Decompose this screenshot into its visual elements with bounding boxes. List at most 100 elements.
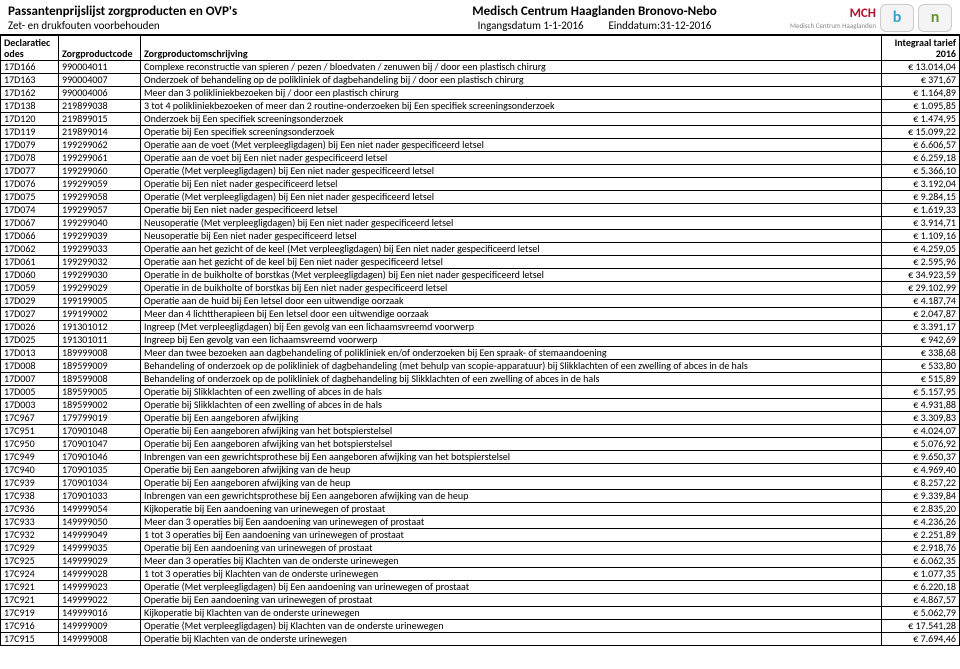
cell-tarief: € 3.914,71 [882, 217, 960, 230]
cell-desc: Operatie bij Een aangeboren afwijking [141, 412, 882, 425]
header-left: Passantenprijslijst zorgproducten en OVP… [8, 4, 399, 32]
cell-desc: Operatie bij Een aandoening van urineweg… [141, 594, 882, 607]
table-row: 17D008189599009Behandeling of onderzoek … [1, 360, 960, 373]
cell-odes: 17C938 [1, 490, 59, 503]
cell-desc: Kijkoperatie bij Klachten van de onderst… [141, 607, 882, 620]
cell-tarief: € 3.391,17 [882, 321, 960, 334]
th-code: Zorgproductcode [59, 36, 141, 61]
date-range: Ingangsdatum 1-1-2016 Einddatum:31-12-20… [399, 19, 790, 32]
cell-desc: Operatie aan het gezicht of de keel (Met… [141, 243, 882, 256]
cell-desc: Operatie bij Slikklachten of een zwellin… [141, 399, 882, 412]
table-row: 17C933149999050Meer dan 3 operaties bij … [1, 516, 960, 529]
table-row: 17D162990004006Meer dan 3 polikliniekbez… [1, 87, 960, 100]
cell-odes: 17D005 [1, 386, 59, 399]
cell-code: 191301012 [59, 321, 141, 334]
cell-tarief: € 15.099,22 [882, 126, 960, 139]
table-row: 17C940170901035Operatie bij Een aangebor… [1, 464, 960, 477]
cell-desc: Operatie aan de voet (Met verpleegligdag… [141, 139, 882, 152]
cell-desc: Ingreep bij Een gevolg van een lichaamsv… [141, 334, 882, 347]
cell-odes: 17C951 [1, 425, 59, 438]
cell-code: 199299062 [59, 139, 141, 152]
cell-code: 189599009 [59, 360, 141, 373]
table-row: 17D061199299032Operatie aan het gezicht … [1, 256, 960, 269]
cell-tarief: € 7.694,46 [882, 633, 960, 646]
table-row: 17C919149999016Kijkoperatie bij Klachten… [1, 607, 960, 620]
table-row: 17C929149999035Operatie bij Een aandoeni… [1, 542, 960, 555]
cell-tarief: € 5.157,95 [882, 386, 960, 399]
cell-odes: 17D066 [1, 230, 59, 243]
table-header-row: Declaratiec odes Zorgproductcode Zorgpro… [1, 36, 960, 61]
cell-odes: 17C940 [1, 464, 59, 477]
table-row: 17D066199299039Neusoperatie bij Een niet… [1, 230, 960, 243]
table-row: 17C950170901047Operatie bij Een aangebor… [1, 438, 960, 451]
cell-desc: Operatie (Met verpleegligdagen) bij Klac… [141, 620, 882, 633]
cell-code: 170901033 [59, 490, 141, 503]
cell-tarief: € 6.062,35 [882, 555, 960, 568]
table-row: 17C949170901046Inbrengen van een gewrich… [1, 451, 960, 464]
doc-subtitle: Zet- en drukfouten voorbehouden [8, 19, 399, 32]
cell-odes: 17D162 [1, 87, 59, 100]
table-row: 17C967179799019Operatie bij Een aangebor… [1, 412, 960, 425]
cell-code: 199299059 [59, 178, 141, 191]
table-row: 17D079199299062Operatie aan de voet (Met… [1, 139, 960, 152]
logo-b-icon: b [880, 4, 914, 32]
table-row: 17C951170901048Operatie bij Een aangebor… [1, 425, 960, 438]
cell-code: 149999023 [59, 581, 141, 594]
logo-mch-text: MCH [790, 6, 876, 21]
cell-tarief: € 6.220,18 [882, 581, 960, 594]
cell-tarief: € 1.164,89 [882, 87, 960, 100]
cell-code: 149999050 [59, 516, 141, 529]
cell-code: 149999035 [59, 542, 141, 555]
price-table: Declaratiec odes Zorgproductcode Zorgpro… [0, 35, 960, 646]
table-row: 17D029199199005Operatie aan de huid bij … [1, 295, 960, 308]
table-row: 17D026191301012Ingreep (Met verpleegligd… [1, 321, 960, 334]
cell-desc: Operatie (Met verpleegligdagen) bij Een … [141, 191, 882, 204]
org-name: Medisch Centrum Haaglanden Bronovo-Nebo [399, 4, 790, 19]
cell-desc: Meer dan 3 operaties bij Een aandoening … [141, 516, 882, 529]
table-row: 17C938170901033Inbrengen van een gewrich… [1, 490, 960, 503]
table-row: 17D003189599002Operatie bij Slikklachten… [1, 399, 960, 412]
cell-code: 149999028 [59, 568, 141, 581]
cell-desc: Operatie (Met verpleegligdagen) bij Een … [141, 581, 882, 594]
cell-code: 170901035 [59, 464, 141, 477]
cell-odes: 17D075 [1, 191, 59, 204]
cell-code: 199299040 [59, 217, 141, 230]
cell-tarief: € 17.541,28 [882, 620, 960, 633]
cell-odes: 17C932 [1, 529, 59, 542]
cell-odes: 17C950 [1, 438, 59, 451]
table-row: 17D067199299040Neusoperatie (Met verplee… [1, 217, 960, 230]
cell-desc: Ingreep (Met verpleegligdagen) bij Een g… [141, 321, 882, 334]
cell-code: 170901047 [59, 438, 141, 451]
cell-desc: Operatie bij Een aandoening van urineweg… [141, 542, 882, 555]
cell-odes: 17D077 [1, 165, 59, 178]
cell-code: 149999054 [59, 503, 141, 516]
cell-odes: 17D120 [1, 113, 59, 126]
table-row: 17D076199299059Operatie bij Een niet nad… [1, 178, 960, 191]
cell-tarief: € 4.931,88 [882, 399, 960, 412]
cell-odes: 17D029 [1, 295, 59, 308]
table-row: 17D013189999008Meer dan twee bezoeken aa… [1, 347, 960, 360]
cell-tarief: € 29.102,99 [882, 282, 960, 295]
cell-tarief: € 3.192,04 [882, 178, 960, 191]
table-row: 17D078199299061Operatie aan de voet bij … [1, 152, 960, 165]
cell-desc: Meer dan 4 lichttherapieen bij Een letse… [141, 308, 882, 321]
cell-tarief: € 13.014,04 [882, 61, 960, 74]
cell-odes: 17C924 [1, 568, 59, 581]
cell-code: 199299039 [59, 230, 141, 243]
cell-odes: 17D067 [1, 217, 59, 230]
table-row: 17D1382198990383 tot 4 polikliniekbezoek… [1, 100, 960, 113]
cell-odes: 17D138 [1, 100, 59, 113]
cell-code: 149999049 [59, 529, 141, 542]
cell-odes: 17C936 [1, 503, 59, 516]
cell-tarief: € 2.251,89 [882, 529, 960, 542]
cell-code: 199199002 [59, 308, 141, 321]
cell-tarief: € 5.062,79 [882, 607, 960, 620]
doc-title: Passantenprijslijst zorgproducten en OVP… [8, 4, 399, 19]
cell-code: 199299032 [59, 256, 141, 269]
cell-tarief: € 942,69 [882, 334, 960, 347]
header-center: Medisch Centrum Haaglanden Bronovo-Nebo … [399, 4, 790, 32]
th-tarief: Integraal tarief 2016 [882, 36, 960, 61]
cell-odes: 17D079 [1, 139, 59, 152]
table-row: 17C9321499990491 tot 3 operaties bij Een… [1, 529, 960, 542]
cell-code: 990004011 [59, 61, 141, 74]
